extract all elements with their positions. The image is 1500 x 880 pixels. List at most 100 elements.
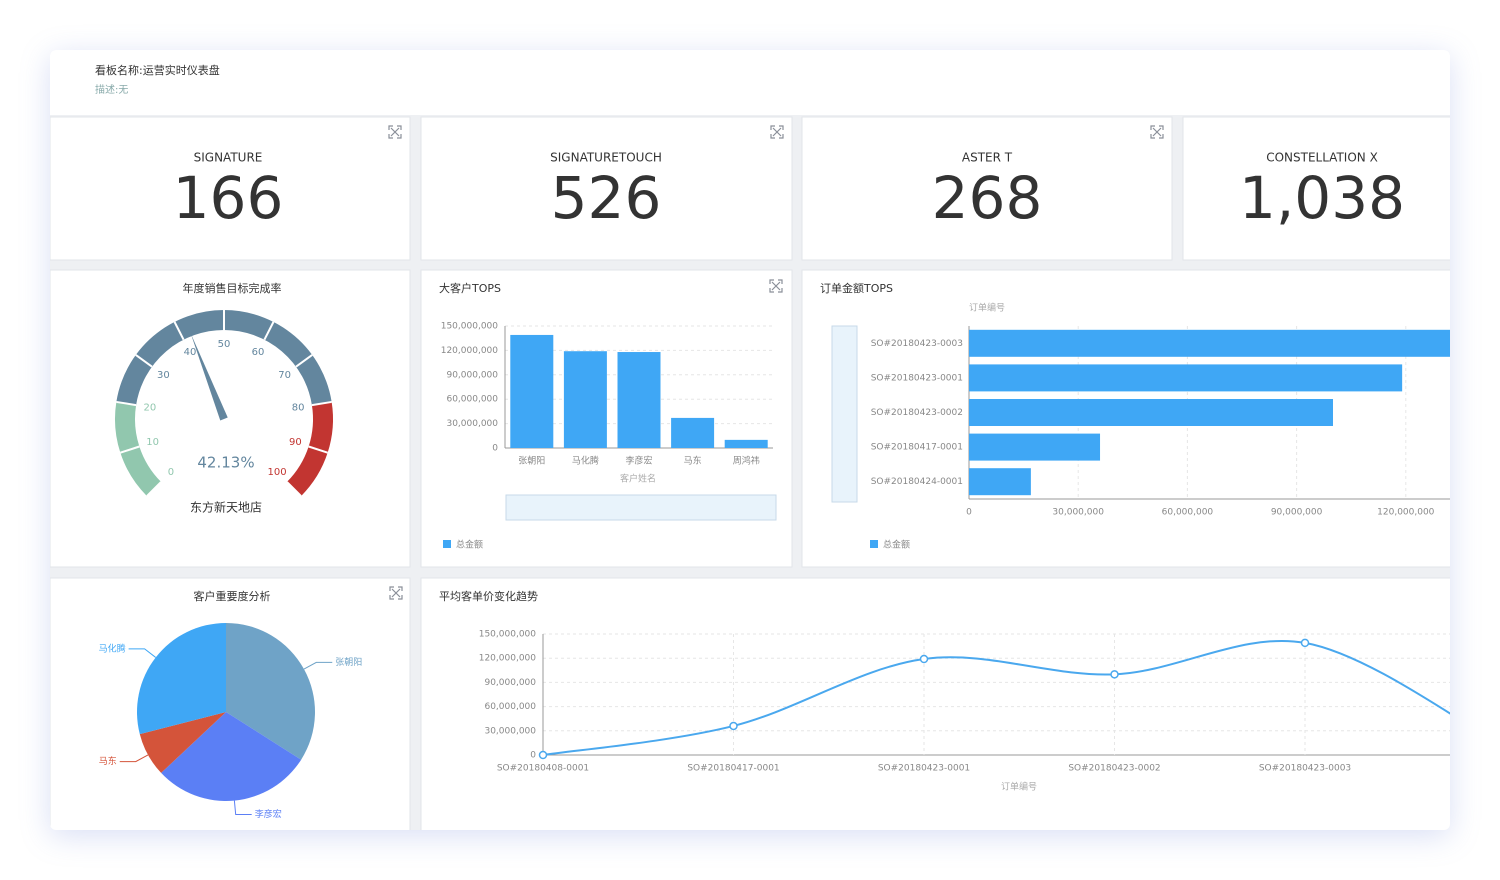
pie-label: 马东 [99,755,117,767]
kpi-name: SIGNATURETOUCH [550,151,662,165]
gauge-tick [120,445,140,454]
x-tick-label: 张朝阳 [518,456,545,467]
header-bg [50,50,1450,115]
y-tick-label: 30,000,000 [484,726,536,736]
expand-icon [1150,125,1164,139]
kpi-value: 268 [932,164,1043,232]
line-point [538,750,548,760]
y-tick-label: 60,000,000 [446,395,498,405]
x-axis-label: 客户姓名 [620,473,656,485]
x-tick-label: SO#20180423-0002 [1068,764,1160,774]
panel [420,116,793,261]
gauge-tick [263,321,275,341]
legend-swatch [443,540,451,548]
x-tick-label: SO#20180417-0001 [687,764,779,774]
gauge-tick-label: 90 [289,437,302,448]
pie-leader [303,661,333,670]
y-tick-label: SO#20180417-0001 [871,443,963,453]
kpi-value: 1,038 [1239,164,1405,232]
gauge-tick-label: 50 [218,339,231,350]
panel [420,577,1450,830]
chart-title: 年度销售目标完成率 [183,281,282,295]
y-tick-label: 120,000,000 [479,654,537,664]
x-tick-label: 周鸿祎 [733,455,760,467]
board-title: 看板名称:运营实时仪表盘 [95,63,220,77]
x-tick-label: 马化腾 [572,455,599,467]
line-point [1110,670,1119,679]
pie-slice [161,712,302,802]
gauge-tick-label: 30 [157,370,170,381]
x-tick-label: 李彦宏 [625,455,652,467]
gauge-tick [311,400,332,407]
kpi-value: 166 [173,164,284,232]
gauge-tick-label: 20 [144,402,157,413]
panel [1182,116,1450,261]
x-tick-label: SO#20180423-0001 [878,764,970,774]
x-tick-label: 30,000,000 [1052,508,1104,518]
gauge-tick-label: 40 [184,347,197,358]
y-tick-label: 60,000,000 [484,702,536,712]
bar [969,329,1450,357]
gauge-tick [116,400,137,407]
gauge-tick-label: 10 [146,437,159,448]
pie-label: 张朝阳 [335,657,362,668]
pie-leader [119,754,149,763]
y-tick-label: 150,000,000 [479,630,537,640]
chart-title: 订单金额TOPS [820,281,893,295]
x-tick-label: 90,000,000 [1271,508,1323,518]
bar [671,417,715,448]
y-tick-label: 90,000,000 [484,678,536,688]
x-tick-label: 60,000,000 [1162,508,1214,518]
pie-slice [139,712,226,773]
gauge-tick-label: 70 [278,370,291,381]
bar [563,351,607,448]
pie-leader [128,648,156,658]
y-tick-label: SO#20180423-0003 [871,339,963,349]
bar [724,439,768,448]
y-tick-label: SO#20180424-0001 [871,477,963,487]
gauge-tick-label: 0 [168,467,174,478]
bar [969,433,1101,461]
board-description: 描述:无 [95,83,128,96]
gauge-tick-label: 60 [252,347,265,358]
y-tick-label: 150,000,000 [441,322,499,332]
y-axis-label: 订单编号 [969,302,1005,314]
dashboard-card: 看板名称:运营实时仪表盘 描述:无 SIGNATURE 166 SIGNATURET… [50,50,1450,830]
expand-icon [389,586,403,600]
bar [969,468,1031,496]
y-tick-label: 30,000,000 [446,419,498,429]
expand-icon [770,125,784,139]
gauge-name: 东方新天地店 [190,500,262,515]
zoom-slider [831,325,858,503]
bar [617,352,661,448]
gauge-tick [286,481,302,497]
pie-slice [226,623,315,760]
gauge-tick-label: 80 [292,402,305,413]
y-tick-label: SO#20180423-0001 [871,373,963,383]
bar [969,399,1333,426]
chart-title: 大客户TOPS [439,281,501,295]
y-tick-label: SO#20180423-0002 [871,408,963,418]
gauge-tick [135,354,153,368]
chart-title: 平均客单价变化趋势 [439,589,538,603]
pie-label: 马化腾 [99,642,126,654]
legend-swatch [870,540,878,548]
gauge-needle [190,333,228,421]
kpi-name: ASTER T [962,151,1013,165]
y-tick-label: 120,000,000 [441,346,499,356]
kpi-name: SIGNATURE [194,151,263,165]
x-axis-label: 订单编号 [1001,781,1037,793]
legend-label: 总金额 [456,539,483,551]
x-tick-label: 0 [966,508,972,518]
expand-icon [388,125,402,139]
chart-title: 客户重要度分析 [194,589,271,603]
gauge-value: 42.13% [197,454,254,472]
kpi-value: 526 [551,164,662,232]
pie-leader [233,800,252,816]
expand-icon [769,279,783,293]
y-tick-label: 0 [492,444,498,454]
panel [801,116,1173,261]
